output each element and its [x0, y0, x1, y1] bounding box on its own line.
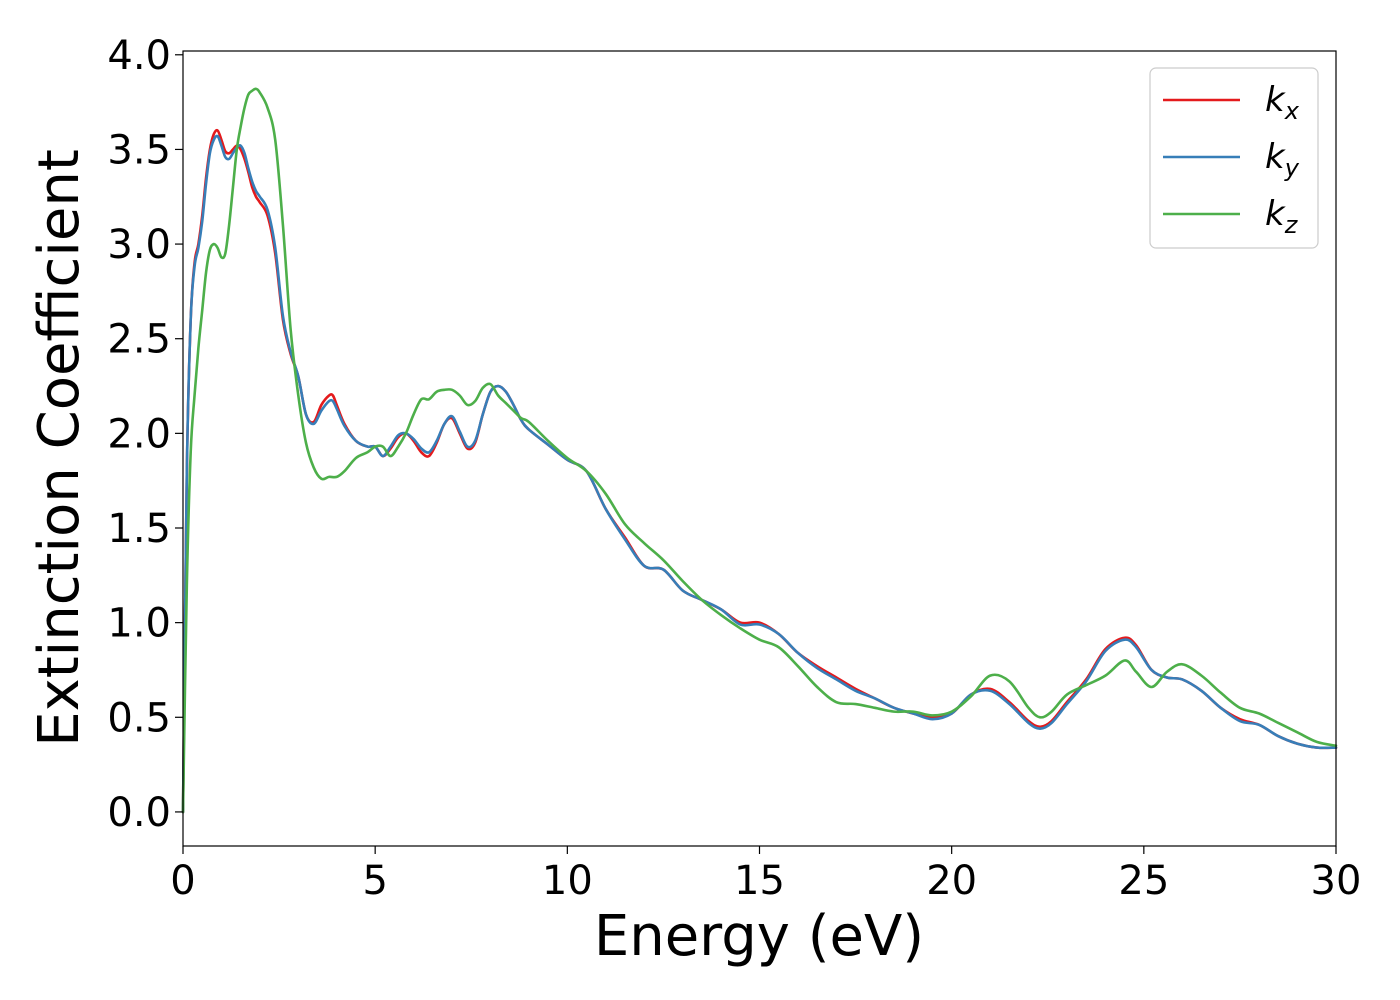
x-tick-label: 0: [170, 858, 195, 904]
legend: kx ky kz: [1149, 67, 1319, 249]
x-axis-label: Energy (eV): [594, 904, 924, 969]
y-tick-label: 1.0: [107, 601, 171, 647]
x-tick-label: 10: [542, 858, 593, 904]
y-tick-label: 4.0: [107, 33, 171, 79]
y-axis-ticks: 0.0 0.5 1.0 1.5 2.0 2.5 3.0 3.5 4.0: [107, 33, 183, 836]
series-layer: [181, 87, 1338, 814]
legend-label-x: kx: [1265, 80, 1300, 125]
y-axis-label: Extinction Coefficient: [27, 149, 92, 747]
y-tick-label: 2.5: [107, 317, 171, 363]
x-axis-ticks: 0 5 10 15 20 25 30: [170, 846, 1361, 904]
x-tick-label: 5: [362, 858, 387, 904]
y-tick-label: 3.0: [107, 222, 171, 268]
series-line-y: [181, 134, 1338, 814]
y-tick-label: 3.5: [107, 127, 171, 173]
x-tick-label: 25: [1118, 858, 1169, 904]
x-tick-label: 20: [926, 858, 977, 904]
y-tick-label: 0.0: [107, 790, 171, 836]
x-tick-label: 30: [1311, 858, 1362, 904]
legend-label-y: ky: [1265, 137, 1300, 182]
legend-label-z: kz: [1265, 194, 1299, 239]
legend-items: kx ky kz: [1163, 80, 1300, 239]
x-tick-label: 15: [734, 858, 785, 904]
y-tick-label: 1.5: [107, 506, 171, 552]
y-tick-label: 0.5: [107, 695, 171, 741]
series-line-z: [181, 87, 1338, 814]
y-tick-label: 2.0: [107, 411, 171, 457]
